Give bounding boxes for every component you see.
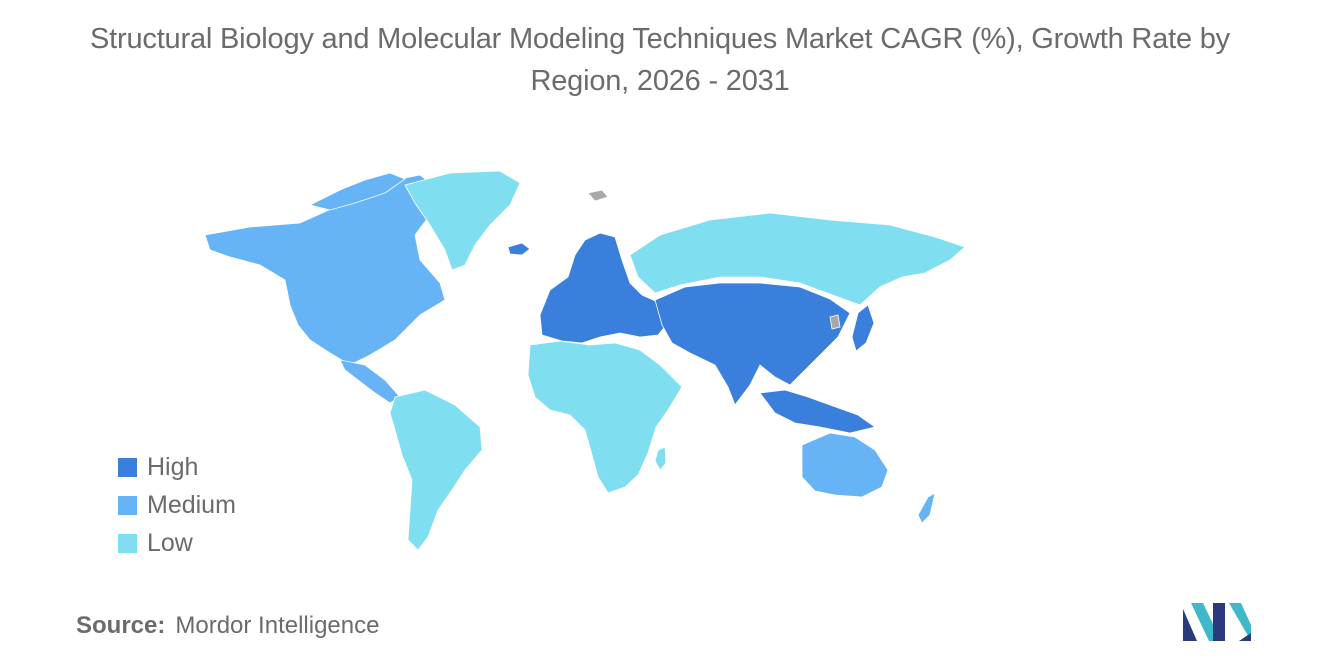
chart-title-line-2: Region, 2026 - 2031 bbox=[530, 65, 790, 97]
region-greenland bbox=[404, 170, 521, 271]
mordor-intelligence-logo bbox=[1183, 603, 1251, 641]
legend-label-medium: Medium bbox=[147, 490, 236, 519]
chart-title-line-1: Structural Biology and Molecular Modelin… bbox=[90, 23, 1230, 55]
source-label: Source: bbox=[76, 612, 166, 639]
region-new-zealand bbox=[917, 492, 936, 524]
region-southeast-asia bbox=[759, 389, 876, 434]
region-europe bbox=[539, 232, 669, 344]
region-australia bbox=[801, 432, 889, 498]
legend-swatch-high bbox=[118, 457, 137, 477]
legend: High Medium Low bbox=[118, 448, 236, 562]
region-madagascar bbox=[654, 446, 667, 471]
region-russia bbox=[629, 212, 966, 306]
region-svalbard-no-data bbox=[587, 189, 609, 202]
legend-label-low: Low bbox=[147, 528, 193, 557]
region-arctic-islands bbox=[308, 172, 406, 211]
legend-swatch-medium bbox=[118, 495, 137, 515]
legend-item-medium: Medium bbox=[118, 486, 236, 524]
region-korea-no-data bbox=[829, 314, 841, 330]
region-central-america bbox=[339, 359, 401, 404]
region-japan bbox=[851, 304, 875, 352]
legend-swatch-low bbox=[118, 533, 137, 553]
chart-title: Structural Biology and Molecular Modelin… bbox=[20, 18, 1300, 102]
region-asia bbox=[654, 282, 851, 406]
legend-label-high: High bbox=[147, 452, 199, 481]
region-iceland bbox=[507, 242, 531, 256]
region-south-america bbox=[389, 389, 483, 551]
source-line: Source: Mordor Intelligence bbox=[76, 612, 379, 640]
legend-item-low: Low bbox=[118, 524, 236, 562]
legend-item-high: High bbox=[118, 448, 236, 486]
source-value: Mordor Intelligence bbox=[175, 612, 380, 639]
region-africa bbox=[527, 340, 683, 494]
world-map bbox=[204, 170, 966, 551]
